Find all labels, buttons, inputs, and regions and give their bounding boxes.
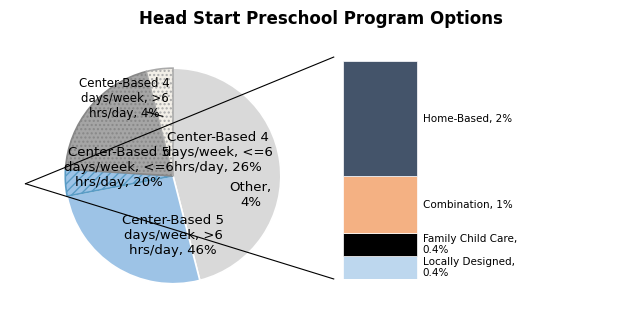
- Bar: [343, 176, 417, 233]
- Text: Head Start Preschool Program Options: Head Start Preschool Program Options: [140, 10, 503, 28]
- Wedge shape: [66, 169, 173, 196]
- Wedge shape: [67, 176, 200, 284]
- Bar: [343, 233, 417, 256]
- Text: Other,
4%: Other, 4%: [229, 181, 272, 209]
- Bar: [343, 256, 417, 279]
- Text: Combination, 1%: Combination, 1%: [423, 199, 512, 210]
- Text: Locally Designed,
0.4%: Locally Designed, 0.4%: [423, 257, 515, 278]
- Text: Center-Based 4
days/week, <=6
hrs/day, 26%: Center-Based 4 days/week, <=6 hrs/day, 2…: [163, 131, 273, 174]
- Text: Home-Based, 2%: Home-Based, 2%: [423, 114, 512, 124]
- Wedge shape: [66, 72, 173, 176]
- Text: Center-Based 5
days/week, >6
hrs/day, 46%: Center-Based 5 days/week, >6 hrs/day, 46…: [122, 214, 224, 257]
- Text: Family Child Care,
0.4%: Family Child Care, 0.4%: [423, 234, 517, 256]
- Wedge shape: [146, 68, 173, 176]
- Text: Center-Based 4
days/week, >6
hrs/day, 4%: Center-Based 4 days/week, >6 hrs/day, 4%: [79, 77, 170, 120]
- Wedge shape: [173, 68, 281, 280]
- Bar: [343, 61, 417, 176]
- Text: Center-Based 5
days/week, <=6
hrs/day, 20%: Center-Based 5 days/week, <=6 hrs/day, 2…: [64, 146, 174, 189]
